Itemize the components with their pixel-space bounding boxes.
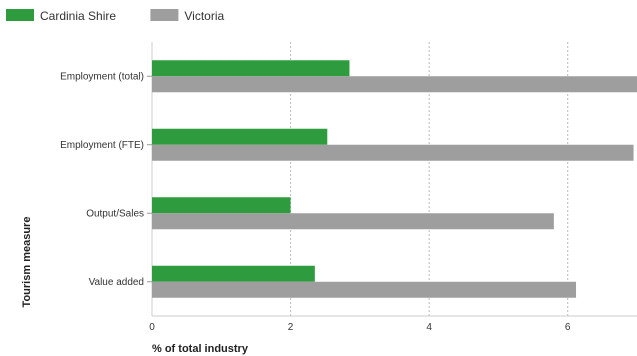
chart-bars bbox=[152, 60, 637, 298]
category-label-employment-fte: Employment (FTE) bbox=[60, 140, 144, 151]
bar-victoria-output-sales bbox=[152, 213, 554, 230]
category-label-output-sales: Output/Sales bbox=[86, 208, 144, 219]
bar-cardinia-shire-value-added bbox=[152, 265, 315, 282]
chart-legend: Cardinia Shire Victoria bbox=[6, 9, 225, 23]
legend-swatch-victoria bbox=[150, 9, 179, 21]
bar-cardinia-shire-employment-total bbox=[152, 60, 350, 77]
bar-cardinia-shire-output-sales bbox=[152, 197, 291, 214]
bar-victoria-value-added bbox=[152, 281, 577, 298]
category-label-employment-total: Employment (total) bbox=[60, 71, 144, 82]
x-tick-4: 4 bbox=[426, 322, 432, 333]
legend-label-victoria: Victoria bbox=[184, 9, 224, 23]
x-tick-labels: 0 2 4 6 bbox=[149, 322, 571, 333]
legend-label-cardinia-shire: Cardinia Shire bbox=[40, 9, 116, 23]
bar-victoria-employment-fte bbox=[152, 144, 634, 161]
y-axis-title: Tourism measure bbox=[21, 217, 33, 308]
legend-swatch-cardinia-shire bbox=[6, 9, 34, 21]
category-labels: Employment (total) Employment (FTE) Output… bbox=[60, 71, 152, 288]
x-axis-title: % of total industry bbox=[152, 343, 249, 355]
category-label-value-added: Value added bbox=[89, 277, 144, 288]
x-tick-2: 2 bbox=[288, 322, 294, 333]
bar-victoria-employment-total bbox=[152, 76, 637, 93]
bar-cardinia-shire-employment-fte bbox=[152, 128, 328, 145]
x-tick-6: 6 bbox=[565, 322, 571, 333]
x-tick-0: 0 bbox=[149, 322, 155, 333]
